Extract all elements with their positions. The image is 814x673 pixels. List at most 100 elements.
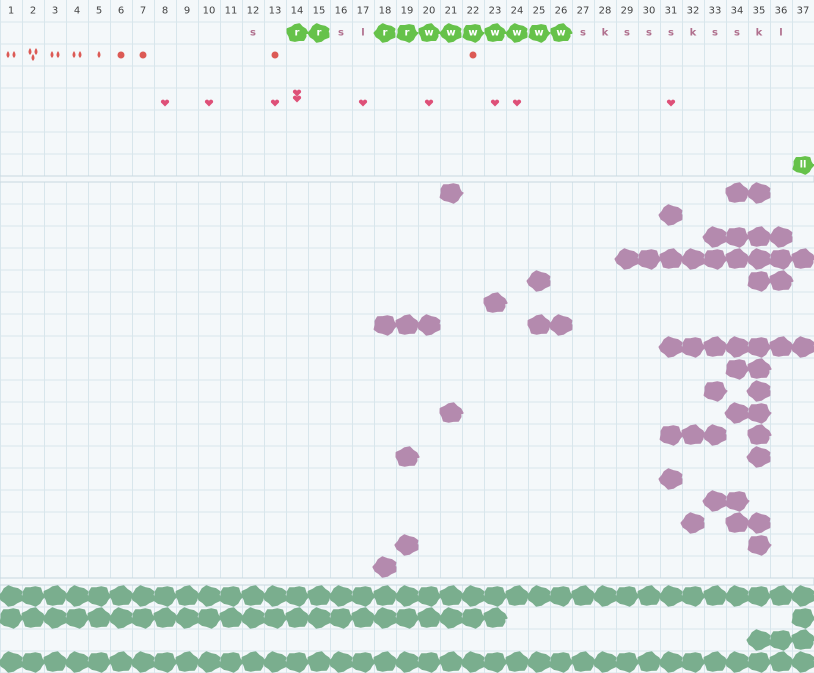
green-blob xyxy=(351,652,376,673)
purple-blob xyxy=(416,314,441,336)
green-blob xyxy=(703,585,728,606)
green-blob xyxy=(549,586,574,607)
badge xyxy=(396,24,419,43)
red-mark xyxy=(117,51,125,59)
green-blob xyxy=(174,607,199,629)
green-blob xyxy=(460,585,485,607)
green-blob xyxy=(0,651,23,673)
drop xyxy=(28,48,32,55)
heart xyxy=(666,99,676,107)
purple-blob xyxy=(526,270,551,292)
red-mark xyxy=(469,51,477,59)
red-mark xyxy=(28,48,38,61)
purple-blob xyxy=(746,446,771,468)
heart-mark xyxy=(666,99,676,107)
green-blob xyxy=(196,651,221,673)
column-number: 9 xyxy=(184,6,190,17)
green-blob xyxy=(747,586,772,607)
green-blob xyxy=(43,651,68,672)
heart-mark xyxy=(292,89,302,103)
column-number: 3 xyxy=(52,6,58,17)
column-number: 13 xyxy=(269,6,282,17)
green-blob xyxy=(483,586,508,607)
green-blob xyxy=(240,607,265,629)
green-blob xyxy=(42,607,67,629)
purple-blob xyxy=(746,182,771,204)
drop xyxy=(31,54,35,61)
green-blob xyxy=(483,607,508,628)
green-blob xyxy=(64,585,89,607)
column-number: 35 xyxy=(753,6,766,17)
dot xyxy=(139,51,147,59)
purple-blob xyxy=(439,183,464,204)
green-blob xyxy=(681,652,706,673)
lane-letter: l xyxy=(779,28,782,39)
badge-letter: w xyxy=(534,28,543,39)
green-blob xyxy=(394,651,419,673)
column-number: 8 xyxy=(162,6,168,17)
lane-letter: s xyxy=(580,28,586,39)
green-blob xyxy=(285,652,310,673)
column-number: 26 xyxy=(555,6,568,17)
column-number: 5 xyxy=(96,6,102,17)
green-blob xyxy=(87,607,112,628)
green-blob xyxy=(703,651,728,672)
badge-letter: r xyxy=(383,28,388,39)
purple-blob xyxy=(746,512,771,534)
green-blob xyxy=(505,651,530,672)
dot xyxy=(117,51,125,59)
green-blob xyxy=(65,608,90,629)
purple-blob xyxy=(372,556,397,578)
drop xyxy=(72,51,76,58)
badge-letter: r xyxy=(317,28,322,39)
green-blob xyxy=(438,607,463,629)
purple-blob xyxy=(747,403,772,424)
badge xyxy=(418,23,441,42)
red-mark xyxy=(50,51,60,58)
green-blob xyxy=(791,629,814,650)
column-number: 31 xyxy=(665,6,678,17)
column-number: 36 xyxy=(775,6,788,17)
column-number: 4 xyxy=(74,6,80,17)
column-number: 1 xyxy=(8,6,14,17)
green-blob xyxy=(307,651,332,672)
green-blob xyxy=(196,585,221,607)
purple-blob xyxy=(747,337,772,358)
column-number: 19 xyxy=(401,6,414,17)
purple-blob xyxy=(702,424,727,446)
purple-blob xyxy=(724,402,749,424)
column-number: 7 xyxy=(140,6,146,17)
green-blob xyxy=(592,651,617,673)
badge-letter: w xyxy=(556,28,565,39)
column-number: 6 xyxy=(118,6,124,17)
column-number: 32 xyxy=(687,6,700,17)
green-blob xyxy=(175,585,200,606)
green-blob xyxy=(549,652,574,673)
drop xyxy=(78,51,82,58)
purple-blob xyxy=(747,535,772,556)
lane-letter: s xyxy=(646,28,652,39)
lane-letter: s xyxy=(624,28,630,39)
purple-blob xyxy=(395,314,420,335)
purple-blob xyxy=(703,336,728,357)
green-blob xyxy=(108,607,133,629)
heart-mark xyxy=(424,99,434,107)
drop xyxy=(50,51,54,58)
green-blob xyxy=(790,585,814,607)
purple-blob xyxy=(725,182,750,203)
column-number: 23 xyxy=(489,6,502,17)
lane-letter: k xyxy=(602,28,609,39)
green-blob xyxy=(592,585,617,607)
green-blob xyxy=(417,586,442,607)
green-blob xyxy=(747,652,772,673)
purple-blob xyxy=(659,248,684,269)
green-blob xyxy=(791,608,814,629)
column-number: 11 xyxy=(225,6,238,17)
purple-blob xyxy=(637,249,662,270)
purple-blob xyxy=(768,226,793,248)
badge-letter: r xyxy=(295,28,300,39)
column-number: 18 xyxy=(379,6,392,17)
green-blob xyxy=(328,585,353,607)
green-blob xyxy=(109,651,134,672)
